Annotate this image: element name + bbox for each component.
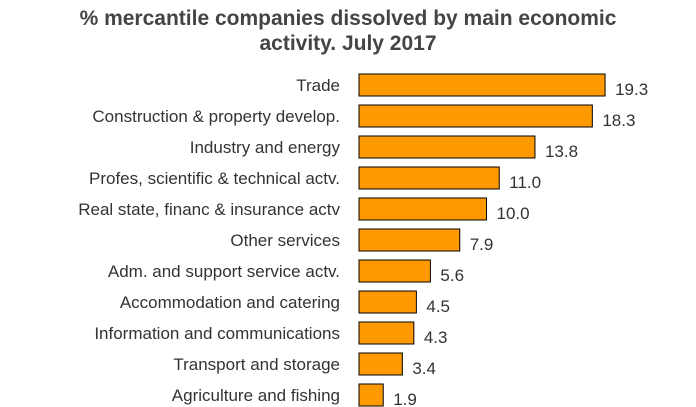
bar: [358, 73, 606, 97]
category-label: Real state, financ & insurance actv: [78, 200, 340, 219]
chart-title-line-2: activity. July 2017: [259, 32, 437, 55]
value-label: 3.4: [412, 359, 436, 378]
category-label: Profes, scientific & technical actv.: [89, 169, 340, 188]
bar: [358, 290, 417, 314]
category-label: Adm. and support service actv.: [108, 262, 340, 281]
category-label: Transport and storage: [173, 355, 340, 374]
category-label: Agriculture and fishing: [172, 386, 340, 405]
value-label: 4.3: [424, 328, 448, 347]
bar-row: Agriculture and fishing 1.9: [172, 383, 417, 407]
value-label: 4.5: [426, 297, 450, 316]
bar: [358, 383, 384, 407]
bar-row: Industry and energy 13.8: [190, 135, 578, 161]
chart-title: % mercantile companies dissolved by main…: [0, 6, 696, 56]
value-label: 1.9: [393, 390, 417, 407]
bar: [358, 228, 461, 252]
category-label: Construction & property develop.: [92, 107, 340, 126]
value-label: 7.9: [470, 235, 494, 254]
bar: [358, 166, 500, 190]
bar: [358, 259, 431, 283]
value-label: 18.3: [602, 111, 635, 130]
bar-row: Real state, financ & insurance actv 10.0: [78, 197, 530, 223]
chart-title-line-1: % mercantile companies dissolved by main…: [79, 7, 617, 30]
bar-row: Transport and storage 3.4: [173, 352, 436, 378]
bar-row: Construction & property develop. 18.3: [92, 104, 635, 130]
category-label: Accommodation and catering: [120, 293, 340, 312]
bar-row: Accommodation and catering 4.5: [120, 290, 450, 316]
value-label: 13.8: [545, 142, 578, 161]
value-label: 5.6: [440, 266, 464, 285]
bar-row: Adm. and support service actv. 5.6: [108, 259, 464, 285]
value-label: 10.0: [497, 204, 530, 223]
bar: [358, 321, 415, 345]
bar: [358, 135, 536, 159]
bar-row: Trade 19.3: [296, 73, 648, 99]
bar: [358, 104, 593, 128]
bar: [358, 197, 487, 221]
value-label: 11.0: [509, 173, 541, 192]
bar-row: Other services 7.9: [230, 228, 494, 254]
bars-layer: Trade 19.3 Construction & property develop…: [78, 73, 648, 407]
value-label: 19.3: [615, 80, 648, 99]
category-label: Trade: [296, 76, 340, 95]
bar-row: Information and communications 4.3: [94, 321, 448, 347]
bar: [358, 352, 403, 376]
category-label: Other services: [230, 231, 340, 250]
category-label: Information and communications: [94, 324, 340, 343]
category-label: Industry and energy: [190, 138, 341, 157]
bar-row: Profes, scientific & technical actv. 11.0: [89, 166, 541, 192]
